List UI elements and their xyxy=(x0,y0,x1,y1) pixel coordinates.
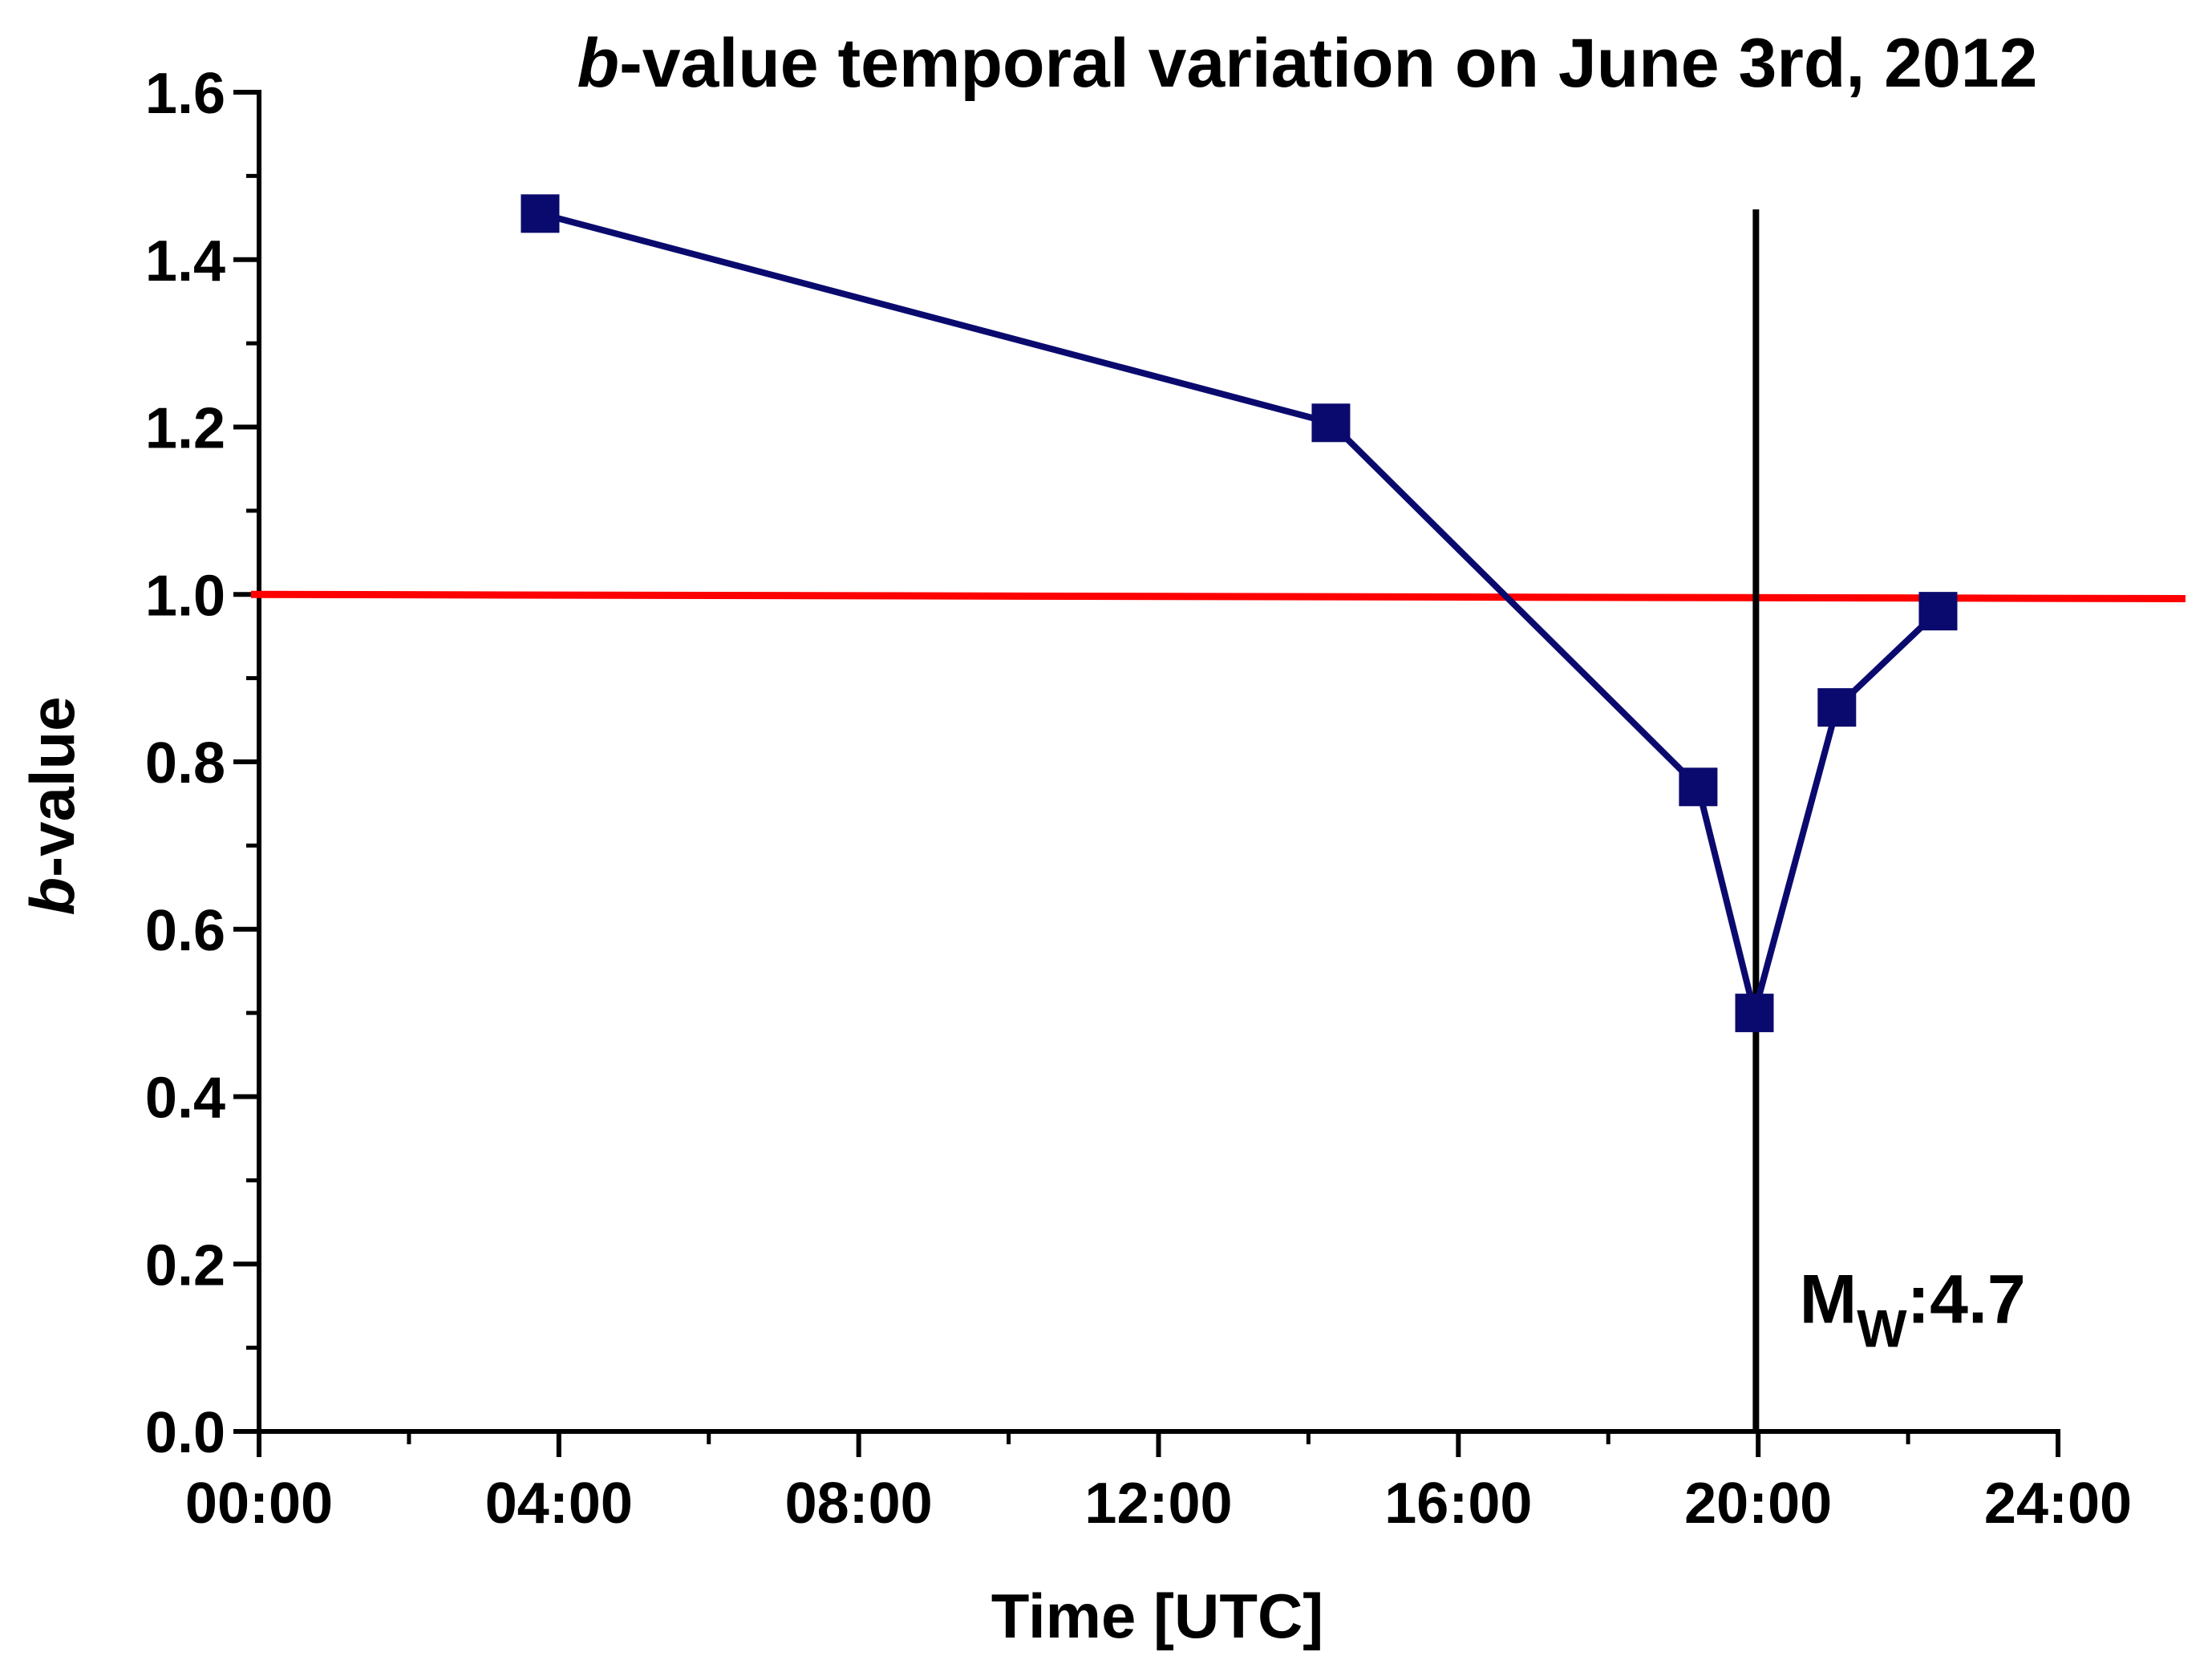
data-point-marker xyxy=(1679,767,1718,807)
data-point-marker xyxy=(521,194,560,233)
y-axis-label-rest: -value xyxy=(17,696,87,877)
x-axis-label: Time [UTC] xyxy=(991,1581,1324,1651)
data-point-marker xyxy=(1817,688,1857,727)
y-tick-label: 1.2 xyxy=(145,397,225,461)
y-tick-label: 0.2 xyxy=(145,1233,225,1298)
x-tick-label: 16:00 xyxy=(1384,1472,1532,1536)
data-point-marker xyxy=(1735,994,1774,1033)
y-tick-label: 1.4 xyxy=(145,229,225,294)
mainshock-magnitude-main: M xyxy=(1800,1261,1858,1338)
y-tick-label: 0.0 xyxy=(145,1401,225,1465)
chart-title-italic: b xyxy=(577,25,620,102)
y-tick-label: 0.8 xyxy=(145,731,225,796)
data-point-marker xyxy=(1311,403,1351,443)
y-tick-label: 1.0 xyxy=(145,564,225,628)
x-tick-label: 08:00 xyxy=(785,1472,933,1536)
x-tick-label: 04:00 xyxy=(485,1472,633,1536)
data-point-marker xyxy=(1918,592,1958,631)
y-axis-label-italic: b xyxy=(17,877,87,916)
x-tick-label: 24:00 xyxy=(1984,1472,2132,1536)
annotations: MW:4.7 xyxy=(1800,1261,2026,1358)
mainshock-magnitude-label: MW:4.7 xyxy=(1800,1261,2026,1358)
mainshock-magnitude-subscript: W xyxy=(1857,1298,1907,1358)
y-axis-label: b-value xyxy=(17,696,87,915)
x-tick-label: 12:00 xyxy=(1084,1472,1232,1536)
b-value-1-reference-line xyxy=(250,590,2186,602)
y-tick-label: 0.6 xyxy=(145,899,225,963)
x-tick-label: 00:00 xyxy=(185,1472,333,1536)
x-tick-label: 20:00 xyxy=(1684,1472,1832,1536)
y-tick-label: 0.4 xyxy=(145,1067,225,1131)
data-series xyxy=(521,194,1958,1033)
y-tick-label: 1.6 xyxy=(145,62,225,126)
chart-title-rest: -value temporal variation on June 3rd, 2… xyxy=(619,25,2037,102)
series-line xyxy=(539,210,1941,1017)
reference-lines xyxy=(250,209,2186,1431)
axes: 0.0 0.2 0.4 0.6 0.8 1.0 1.2 1.4 1.6 00:00 04:00 08:… xyxy=(145,62,2132,1536)
mainshock-magnitude-value: :4.7 xyxy=(1907,1261,2026,1338)
chart-title: b-value temporal variation on June 3rd, … xyxy=(577,25,2038,102)
